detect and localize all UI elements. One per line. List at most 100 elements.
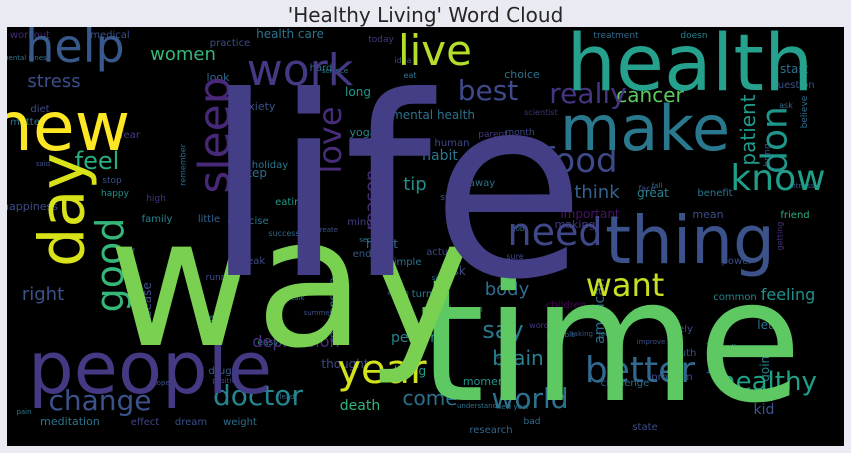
word-stop: stop xyxy=(102,176,122,186)
word-food: food xyxy=(542,141,617,181)
word-change: change xyxy=(48,384,151,417)
word-know: know xyxy=(730,158,825,199)
word-living: living xyxy=(394,364,426,378)
word-holiday: holiday xyxy=(252,160,288,171)
word-end: end xyxy=(353,249,372,260)
word-parent: parent xyxy=(478,130,508,140)
word-good: good xyxy=(88,218,132,313)
word-break: break xyxy=(237,256,266,267)
word-time: time xyxy=(418,243,802,441)
word-practice: practice xyxy=(210,38,250,49)
word-understand: understand xyxy=(457,402,497,410)
word-american: american xyxy=(592,278,608,344)
word-important: important xyxy=(560,207,620,221)
word-think: think xyxy=(574,182,620,203)
word-healthy: healthy xyxy=(719,367,817,397)
word-matter: matter xyxy=(10,117,45,128)
word-make: make xyxy=(560,92,730,165)
word-today: today xyxy=(368,35,394,45)
word-better: better xyxy=(585,350,695,391)
word-bring: bring xyxy=(763,143,773,166)
word-eat: eat xyxy=(404,71,417,80)
word-let: let xyxy=(757,318,773,332)
word-hard: hard xyxy=(310,63,333,74)
word-human: human xyxy=(435,138,470,149)
word-cancer: cancer xyxy=(616,83,684,107)
chart-title: 'Healthy Living' Word Cloud xyxy=(287,3,564,27)
word-really: really xyxy=(549,77,626,110)
word-great: great xyxy=(637,186,669,200)
word-open: open xyxy=(505,262,520,269)
word-doctor: doctor xyxy=(213,379,303,412)
word-day: day xyxy=(26,153,99,267)
word-bad: bad xyxy=(524,417,541,427)
word-start: start xyxy=(780,62,808,76)
word-need: need xyxy=(508,210,603,254)
word-simple: simple xyxy=(388,257,421,268)
word-happy: happy xyxy=(101,189,130,199)
word-positive: positive xyxy=(212,377,239,385)
word-happiness: happiness xyxy=(7,200,58,213)
word-stay: stay xyxy=(711,370,726,378)
word-truth: truth xyxy=(672,348,697,359)
word-thought: thought xyxy=(321,357,368,371)
word-likely: likely xyxy=(667,324,693,335)
word-fear: fear xyxy=(120,130,141,141)
word-suicide: suicide xyxy=(440,193,472,203)
word-person: person xyxy=(391,330,439,346)
word-little: little xyxy=(198,214,220,225)
word-children: children xyxy=(546,300,586,311)
word-remember: remember xyxy=(179,143,188,186)
word-improve: improve xyxy=(637,338,666,346)
word-power: power xyxy=(722,256,754,267)
word-fall: fall xyxy=(652,182,663,190)
word-word: word xyxy=(529,321,549,330)
word-look: look xyxy=(207,71,231,84)
word-share: share xyxy=(496,353,515,361)
word-journey: journey xyxy=(598,330,625,338)
word-ebola: ebola xyxy=(483,204,502,212)
word-hope: hope xyxy=(152,379,169,387)
word-effect: effect xyxy=(131,417,160,428)
word-disease: disease xyxy=(140,282,154,328)
word-going: going xyxy=(758,348,772,382)
word-habit: habit xyxy=(422,148,458,164)
word-week: week xyxy=(419,321,438,329)
word-exercise: exercise xyxy=(227,216,268,227)
word-key: key xyxy=(203,313,221,324)
word-benefit: benefit xyxy=(697,188,732,199)
word-live: live xyxy=(398,27,472,75)
word-create: create xyxy=(316,226,338,234)
word-diet: diet xyxy=(30,104,49,115)
word-sleep: sleep xyxy=(190,76,241,193)
word-cloud: ask fitness getting fall sure success create se… xyxy=(7,27,826,441)
word-question: question xyxy=(771,80,814,91)
word-away: away xyxy=(469,178,495,189)
word-turn: turn xyxy=(412,289,433,300)
word-kid: kid xyxy=(754,402,775,418)
word-friend: friend xyxy=(780,210,809,221)
word-month: month xyxy=(505,128,534,138)
word-risk: risk xyxy=(444,264,466,278)
word-self: self xyxy=(119,248,136,258)
word-best: best xyxy=(458,74,519,107)
word-mental-health: mental health xyxy=(391,108,475,122)
word-dream: dream xyxy=(175,417,207,428)
word-body: body xyxy=(485,279,530,300)
word-step: step xyxy=(241,166,267,180)
word-patient: patient xyxy=(736,94,760,165)
word-secret: secret xyxy=(359,236,381,244)
word-high: high xyxy=(146,194,166,204)
word-don: don xyxy=(755,106,796,174)
word-medical: medical xyxy=(90,30,129,41)
word-new-year: new year xyxy=(497,403,529,411)
word-mind: mind xyxy=(347,217,372,228)
word-thing: thing xyxy=(605,202,775,279)
word-meditation: meditation xyxy=(40,415,100,428)
word-challenge: challenge xyxy=(601,378,650,389)
word-single: single xyxy=(432,274,453,282)
word-running: running xyxy=(206,273,241,283)
word-state: state xyxy=(632,422,657,433)
word-treatment: treatment xyxy=(593,31,639,41)
word-weight: weight xyxy=(223,417,257,428)
